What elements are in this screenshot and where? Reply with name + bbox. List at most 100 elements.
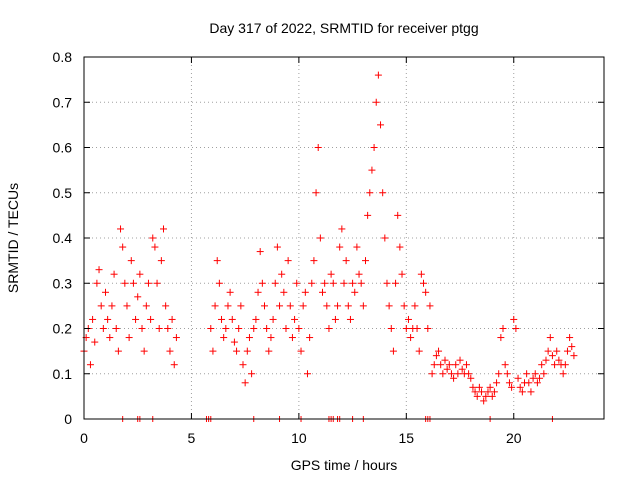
data-point bbox=[372, 98, 380, 106]
data-point bbox=[252, 315, 260, 323]
data-point bbox=[510, 315, 518, 323]
data-point bbox=[480, 397, 488, 405]
data-point bbox=[518, 388, 526, 396]
data-point bbox=[490, 388, 498, 396]
data-point bbox=[402, 325, 410, 332]
data-point bbox=[235, 325, 243, 332]
data-point bbox=[228, 315, 236, 323]
data-point bbox=[349, 279, 357, 287]
data-point bbox=[162, 302, 170, 310]
data-point bbox=[340, 279, 348, 287]
data-point bbox=[344, 302, 352, 310]
data-point bbox=[288, 334, 296, 342]
data-points bbox=[80, 71, 578, 405]
data-point bbox=[392, 279, 400, 287]
data-point bbox=[458, 365, 466, 373]
data-point bbox=[385, 302, 393, 310]
data-point bbox=[415, 347, 423, 355]
data-point bbox=[533, 379, 541, 387]
data-point bbox=[151, 243, 159, 251]
data-point bbox=[471, 388, 479, 396]
data-point bbox=[323, 302, 331, 310]
data-point bbox=[430, 361, 438, 369]
data-point bbox=[553, 347, 561, 355]
data-point bbox=[346, 315, 354, 323]
data-point bbox=[396, 243, 404, 251]
data-point bbox=[394, 211, 402, 219]
data-point bbox=[331, 315, 339, 323]
data-point bbox=[248, 370, 256, 378]
tick-labels: 0 5 10 15 20 0 0.1 0.2 0.3 0.4 0.5 0.6 0.7 0.8 bbox=[53, 49, 522, 446]
data-point bbox=[286, 302, 294, 310]
data-point bbox=[355, 270, 363, 278]
data-point bbox=[435, 347, 443, 355]
data-point bbox=[374, 71, 382, 79]
data-point bbox=[280, 288, 288, 296]
data-point bbox=[432, 352, 440, 360]
y-tick-label: 0.5 bbox=[53, 185, 73, 201]
data-point bbox=[411, 302, 419, 310]
data-point bbox=[121, 279, 129, 287]
data-point bbox=[89, 315, 97, 323]
data-point bbox=[99, 325, 107, 332]
data-point bbox=[226, 288, 234, 296]
data-point bbox=[308, 279, 316, 287]
data-point bbox=[482, 392, 490, 400]
data-point bbox=[129, 279, 137, 287]
data-point bbox=[508, 383, 516, 391]
data-point bbox=[361, 257, 369, 265]
data-point bbox=[284, 257, 292, 265]
data-point bbox=[452, 361, 460, 369]
data-point bbox=[293, 279, 301, 287]
data-point bbox=[439, 370, 447, 378]
data-point bbox=[561, 361, 569, 369]
y-tick-label: 0.1 bbox=[53, 366, 73, 382]
data-point bbox=[170, 361, 178, 369]
data-point bbox=[112, 325, 120, 332]
data-point bbox=[108, 302, 116, 310]
data-point bbox=[383, 279, 391, 287]
data-point bbox=[291, 315, 299, 323]
x-tick-label: 15 bbox=[399, 430, 415, 446]
data-point bbox=[250, 325, 258, 332]
data-point bbox=[456, 356, 464, 364]
data-point bbox=[276, 302, 284, 310]
data-point bbox=[149, 234, 157, 242]
data-point bbox=[420, 279, 428, 287]
data-point bbox=[570, 352, 578, 360]
data-point bbox=[447, 370, 455, 378]
data-point bbox=[548, 352, 556, 360]
y-tick-label: 0.6 bbox=[53, 140, 73, 156]
data-point bbox=[417, 270, 425, 278]
x-axis-label: GPS time / hours bbox=[291, 457, 398, 473]
data-point bbox=[321, 279, 329, 287]
data-point bbox=[106, 334, 114, 342]
data-point bbox=[329, 279, 337, 287]
data-point bbox=[478, 388, 486, 396]
data-point bbox=[407, 334, 415, 342]
data-point bbox=[239, 361, 247, 369]
data-point bbox=[527, 388, 535, 396]
data-point bbox=[469, 383, 477, 391]
data-point bbox=[166, 347, 174, 355]
data-point bbox=[424, 325, 432, 332]
data-point bbox=[437, 361, 445, 369]
data-point bbox=[364, 211, 372, 219]
data-point bbox=[462, 361, 470, 369]
data-point bbox=[536, 374, 544, 382]
data-point bbox=[271, 279, 279, 287]
data-point bbox=[306, 334, 314, 342]
data-point bbox=[495, 370, 503, 378]
data-point bbox=[157, 257, 165, 265]
data-point bbox=[312, 189, 320, 197]
axis-ticks bbox=[83, 56, 604, 420]
data-point bbox=[389, 347, 397, 355]
data-point bbox=[147, 315, 155, 323]
data-point bbox=[138, 325, 146, 332]
data-point bbox=[144, 279, 152, 287]
data-point bbox=[224, 302, 232, 310]
data-point bbox=[140, 347, 148, 355]
data-point bbox=[303, 370, 311, 378]
data-point bbox=[531, 370, 539, 378]
data-point bbox=[467, 374, 475, 382]
